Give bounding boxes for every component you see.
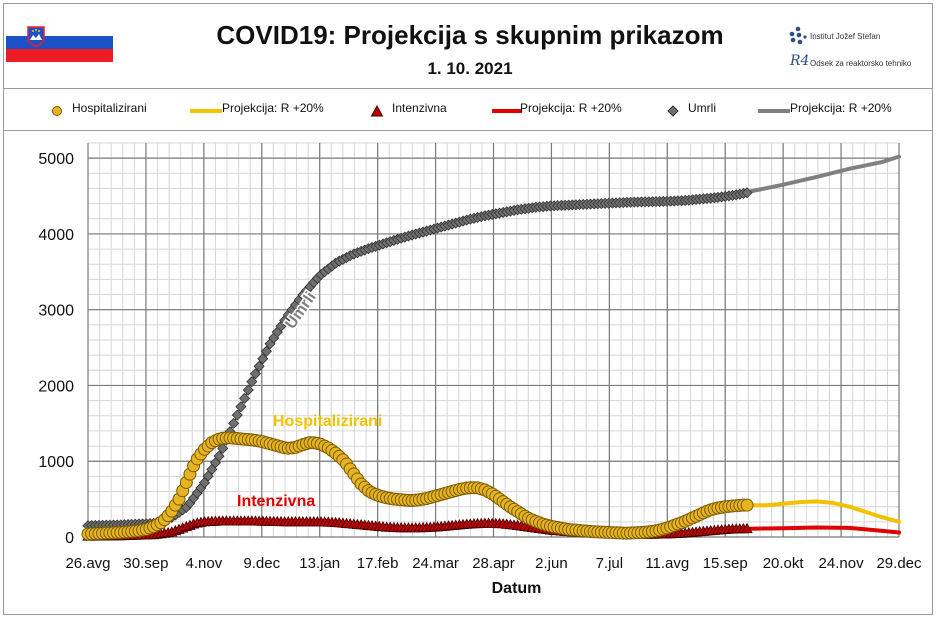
header-divider [4,88,932,89]
r4-logo: R4 [790,53,810,69]
x-tick-label: 24.nov [819,555,865,572]
data-point-umrli [242,384,254,396]
data-point-umrli [235,401,247,413]
x-tick-label: 13.jan [299,555,340,572]
y-tick-label: 0 [65,530,74,547]
y-tick-label: 5000 [38,151,74,168]
data-point-umrli [249,368,262,380]
x-axis-title: Datum [492,580,542,597]
x-tick-label: 29.dec [876,555,922,572]
legend-item-projection-icu: Projekcija: R +20% [520,101,622,115]
x-tick-label: 28.apr [472,555,515,572]
x-tick-label: 24.mar [412,555,459,572]
data-point-umrli [213,450,225,462]
legend-circle-icon [52,106,62,116]
report-date: 1. 10. 2021 [427,59,513,78]
x-tick-label: 9.dec [243,555,280,572]
legend-item-umrli: Umrli [688,101,716,115]
x-tick-label: 20.okt [763,555,805,572]
legend-triangle-icon [370,104,384,117]
data-point-umrli [217,442,229,454]
x-tick-label: 17.feb [357,555,399,572]
projection-line [748,154,901,194]
data-point-umrli [253,360,265,372]
data-point-umrli [260,345,272,357]
data-point-umrli [228,417,240,429]
legend-line-icon [492,109,522,113]
data-point-umrli [239,392,251,404]
y-tick-label: 3000 [38,303,74,320]
data-point-umrli [257,353,269,365]
y-tick-label: 4000 [38,227,74,244]
annotation-hospitalizirani: Hospitalizirani [273,413,382,430]
data-point-hospitalizirani [740,498,754,512]
chart-frame [3,3,933,615]
page-title: COVID19: Projekcija s skupnim prikazom [216,20,724,50]
legend-diamond-icon [667,105,679,117]
y-tick-label: 2000 [38,378,74,395]
y-tick-label: 1000 [38,454,74,471]
ijs-logo-icon [789,26,807,45]
x-tick-label: 4.nov [186,555,223,572]
department-name: Odsek za reaktorsko tehniko [810,59,912,68]
legend-item-projection-hosp: Projekcija: R +20% [222,101,324,115]
projection-line [748,499,901,524]
legend-line-icon [190,109,222,113]
data-point-umrli [246,376,258,388]
slovenia-flag-icon [6,22,113,62]
x-tick-label: 7.jul [596,555,624,572]
x-tick-label: 30.sep [123,555,168,572]
legend-line-icon [758,109,790,113]
legend-item-intenzivna: Intenzivna [392,101,447,115]
x-tick-label: 2.jun [535,555,568,572]
institute-name: Institut Jožef Stefan [810,32,881,41]
x-tick-label: 15.sep [703,555,748,572]
projection-line [748,525,901,535]
legend-divider [4,130,932,131]
x-tick-label: 26.avg [65,555,110,572]
data-point-umrli [231,409,243,421]
data-point-umrli [741,187,753,199]
legend-item-projection-deaths: Projekcija: R +20% [790,101,892,115]
annotation-intenzivna: Intenzivna [237,493,315,510]
x-tick-label: 11.avg [645,555,689,572]
chart-legend: Hospitalizirani Projekcija: R +20% Inten… [0,93,940,123]
data-point-intenzivna [741,522,753,534]
legend-item-hospitalizirani: Hospitalizirani [72,101,147,115]
